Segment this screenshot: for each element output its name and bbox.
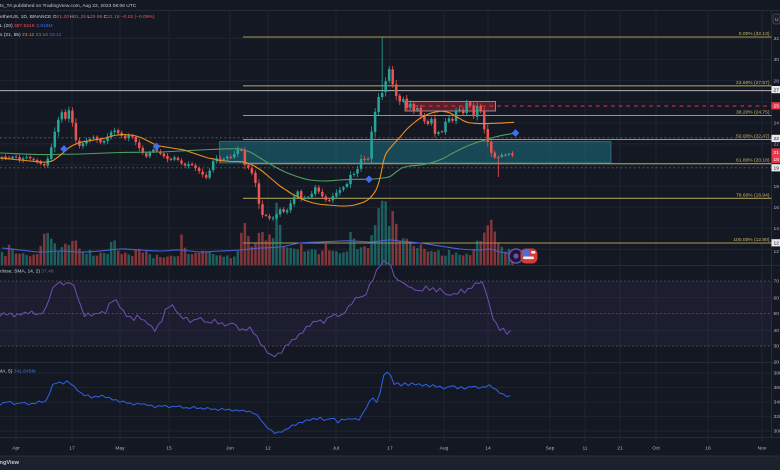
svg-text:22: 22 bbox=[774, 142, 780, 148]
svg-text:Aug: Aug bbox=[440, 446, 449, 452]
svg-text:ts_TA published on TradingView: ts_TA published on TradingView.com, Aug … bbox=[0, 3, 137, 9]
svg-text:27: 27 bbox=[774, 87, 780, 93]
svg-text:70: 70 bbox=[774, 279, 780, 285]
svg-text:Apr: Apr bbox=[12, 446, 20, 452]
svg-text:etherUS, 1D, BINANCE O21.20 H2: etherUS, 1D, BINANCE O21.20 H21.26 L20.9… bbox=[0, 14, 155, 20]
svg-text:12: 12 bbox=[265, 446, 271, 452]
svg-text:U: U bbox=[775, 17, 779, 23]
svg-text:22: 22 bbox=[774, 136, 780, 142]
svg-text:78.60% (16.94): 78.60% (16.94) bbox=[736, 192, 770, 198]
svg-text:50.00% (22.47): 50.00% (22.47) bbox=[736, 134, 770, 140]
svg-text:320M: 320M bbox=[774, 414, 780, 420]
svg-text:61.80% (20.18): 61.80% (20.18) bbox=[736, 158, 770, 164]
svg-text:300M: 300M bbox=[774, 429, 780, 435]
svg-text:60: 60 bbox=[774, 295, 780, 301]
svg-text:14: 14 bbox=[774, 226, 780, 232]
svg-text:28: 28 bbox=[774, 78, 780, 84]
svg-text:MA, 5) 341.845M: MA, 5) 341.845M bbox=[0, 369, 36, 375]
svg-text:38.20% (24.75): 38.20% (24.75) bbox=[736, 110, 770, 116]
svg-text:380M: 380M bbox=[774, 371, 780, 377]
svg-text:close, SMA, 14, 2) 37.48: close, SMA, 14, 2) 37.48 bbox=[0, 269, 54, 275]
svg-text:16: 16 bbox=[705, 446, 711, 452]
svg-text:17: 17 bbox=[69, 446, 75, 452]
svg-text:50: 50 bbox=[774, 311, 780, 317]
svg-text:17: 17 bbox=[387, 446, 393, 452]
svg-text:24: 24 bbox=[774, 121, 780, 127]
svg-text:21: 21 bbox=[617, 446, 623, 452]
svg-text:360M: 360M bbox=[774, 385, 780, 391]
svg-text:Nov: Nov bbox=[758, 446, 767, 452]
svg-text:15: 15 bbox=[774, 157, 780, 163]
svg-text:100.00% (12.80): 100.00% (12.80) bbox=[733, 237, 770, 243]
svg-text:May: May bbox=[115, 446, 125, 452]
svg-text:21: 21 bbox=[774, 150, 780, 156]
svg-text:0.00% (32.13): 0.00% (32.13) bbox=[739, 31, 770, 37]
svg-text:L (20) 387.521K 2.918M: L (20) 387.521K 2.918M bbox=[0, 23, 53, 29]
svg-text:23.60% (27.57): 23.60% (27.57) bbox=[736, 80, 770, 86]
svg-text:11: 11 bbox=[582, 446, 587, 452]
svg-text:Sep: Sep bbox=[546, 446, 555, 452]
svg-text:30: 30 bbox=[774, 57, 780, 63]
svg-text:340M: 340M bbox=[774, 400, 780, 406]
svg-text:Oct: Oct bbox=[652, 446, 660, 452]
svg-text:20: 20 bbox=[774, 360, 780, 366]
svg-text:ingView: ingView bbox=[0, 460, 20, 466]
svg-text:32: 32 bbox=[774, 36, 780, 42]
svg-text:25: 25 bbox=[774, 104, 780, 110]
svg-text:12: 12 bbox=[774, 241, 780, 247]
svg-text:15: 15 bbox=[166, 446, 172, 452]
svg-text:18: 18 bbox=[774, 184, 780, 190]
svg-text:s (21, 55) 23.12 23.14 23.12: s (21, 55) 23.12 23.14 23.12 bbox=[0, 32, 62, 38]
svg-text:12: 12 bbox=[774, 249, 780, 255]
svg-text:30: 30 bbox=[774, 344, 780, 350]
svg-text:Jul: Jul bbox=[333, 446, 339, 452]
svg-text:16: 16 bbox=[774, 205, 780, 211]
svg-text:14: 14 bbox=[485, 446, 491, 452]
svg-text:Jun: Jun bbox=[226, 446, 234, 452]
svg-text:40: 40 bbox=[774, 328, 780, 334]
svg-text:19: 19 bbox=[774, 166, 780, 172]
